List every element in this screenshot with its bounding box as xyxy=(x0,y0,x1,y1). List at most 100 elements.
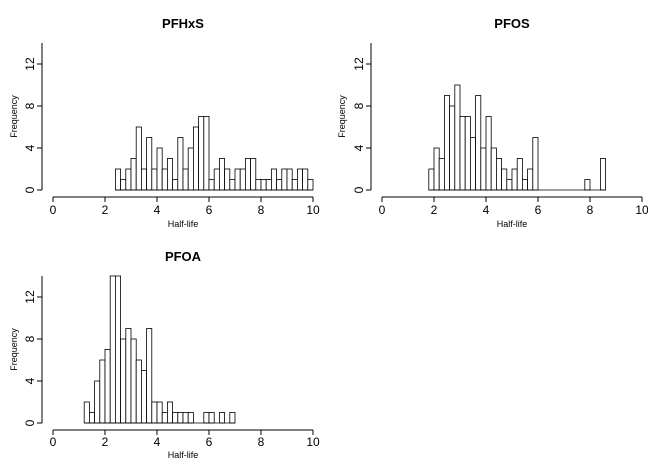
histogram-bar xyxy=(208,179,215,191)
histogram-bar xyxy=(182,168,189,191)
histogram-bar xyxy=(203,116,210,191)
y-tick-label: 4 xyxy=(23,377,37,384)
histogram-bar xyxy=(527,168,534,191)
histogram-bar xyxy=(244,158,251,191)
histogram-bar xyxy=(443,95,450,191)
x-tick-label: 0 xyxy=(50,435,57,449)
histogram-bar xyxy=(198,116,205,191)
histogram-bar xyxy=(522,179,529,191)
y-axis-label: Frequency xyxy=(337,95,347,138)
histogram-bar xyxy=(464,116,471,191)
y-axis-label: Frequency xyxy=(9,328,19,371)
histogram-bar xyxy=(600,158,607,191)
histogram-bar xyxy=(115,168,122,191)
histogram-bar xyxy=(265,179,272,191)
histogram-bar xyxy=(135,359,142,424)
x-tick-label: 4 xyxy=(154,435,161,449)
x-tick-label: 6 xyxy=(206,203,213,217)
histogram-bar xyxy=(151,401,158,424)
x-tick-label: 8 xyxy=(587,203,594,217)
x-tick-label: 8 xyxy=(258,435,265,449)
histogram-bar xyxy=(260,179,267,191)
y-tick-label: 12 xyxy=(23,57,37,71)
histogram-bar xyxy=(146,328,153,424)
histogram-bar xyxy=(135,126,142,191)
histogram-bar xyxy=(166,401,173,424)
histogram-panel-pfos: PFOS 0 2 4 6 8 10 0 4 8 12 Half-life Frequency xyxy=(337,16,648,229)
x-tick-label: 2 xyxy=(102,435,109,449)
histogram-bar xyxy=(130,338,137,424)
histogram-bar xyxy=(89,412,96,424)
histogram-bar xyxy=(140,370,147,424)
x-tick-label: 8 xyxy=(258,203,265,217)
x-tick-label: 2 xyxy=(431,203,438,217)
histogram-bar xyxy=(490,147,497,191)
histogram-bar xyxy=(250,158,257,191)
histogram-bar xyxy=(130,158,137,191)
histogram-bar xyxy=(270,168,277,191)
histogram-bar xyxy=(213,168,220,191)
histogram-bar xyxy=(485,116,492,191)
histogram-bar xyxy=(276,179,283,191)
histogram-bar xyxy=(291,179,298,191)
y-tick-label: 8 xyxy=(23,335,37,342)
histogram-bar xyxy=(281,168,288,191)
histogram-bar xyxy=(120,179,127,191)
histogram-bar xyxy=(166,158,173,191)
histogram-bar xyxy=(156,147,163,191)
histogram-bar xyxy=(177,137,184,191)
x-tick-label: 4 xyxy=(483,203,490,217)
histogram-bar xyxy=(239,168,246,191)
histogram-bar xyxy=(83,401,90,424)
y-tick-label: 4 xyxy=(352,144,366,151)
histogram-bar xyxy=(469,137,476,191)
x-tick-label: 6 xyxy=(535,203,542,217)
histogram-bar xyxy=(172,412,179,424)
y-tick-label: 8 xyxy=(352,102,366,109)
y-axis-label: Frequency xyxy=(9,95,19,138)
histogram-panel-pfhxs: PFHxS 0 2 4 6 8 10 0 4 8 12 Half-life Frequency xyxy=(9,16,320,229)
y-tick-label: 0 xyxy=(352,186,366,193)
x-tick-label: 10 xyxy=(635,203,648,217)
histogram-bar xyxy=(172,179,179,191)
histogram-panel-pfoa: PFOA 0 2 4 6 8 10 0 4 8 12 Half-life Frequency xyxy=(9,249,320,459)
x-tick-label: 0 xyxy=(50,203,57,217)
histogram-bar xyxy=(296,168,303,191)
histogram-bar xyxy=(218,412,225,424)
chart-title: PFHxS xyxy=(162,16,204,31)
histogram-bar xyxy=(115,275,122,424)
histogram-bar xyxy=(140,168,147,191)
chart-title: PFOS xyxy=(494,16,530,31)
histogram-bar xyxy=(156,401,163,424)
y-tick-label: 0 xyxy=(23,186,37,193)
histogram-bar xyxy=(94,380,101,424)
histogram-bar xyxy=(182,412,189,424)
y-tick-label: 8 xyxy=(23,102,37,109)
histogram-bar xyxy=(501,168,508,191)
histogram-bar xyxy=(218,158,225,191)
histogram-bar xyxy=(307,179,314,191)
x-axis-label: Half-life xyxy=(497,219,528,229)
histogram-bar xyxy=(146,137,153,191)
histogram-bar xyxy=(234,168,241,191)
histogram-bar xyxy=(286,168,293,191)
histogram-bar xyxy=(104,349,111,424)
x-tick-label: 0 xyxy=(379,203,386,217)
y-tick-label: 12 xyxy=(23,290,37,304)
histogram-bar xyxy=(208,412,215,424)
x-tick-label: 10 xyxy=(306,203,320,217)
histogram-bar xyxy=(516,158,523,191)
histogram-bar xyxy=(428,168,435,191)
x-tick-label: 10 xyxy=(306,435,320,449)
histogram-bar xyxy=(438,158,445,191)
histogram-bar xyxy=(480,147,487,191)
histogram-bar xyxy=(229,412,236,424)
histogram-bar xyxy=(177,412,184,424)
histogram-bar xyxy=(495,158,502,191)
histogram-bar xyxy=(506,179,513,191)
histogram-bar xyxy=(459,116,466,191)
histogram-bar xyxy=(255,179,262,191)
histogram-bar xyxy=(302,168,309,191)
histogram-bar xyxy=(109,275,116,424)
